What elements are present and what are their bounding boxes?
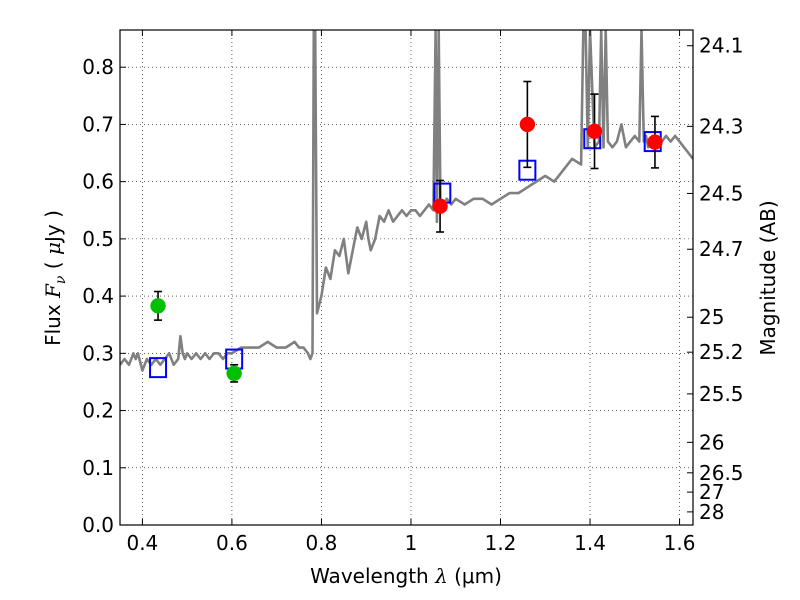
y-tick-label: 0.6 [82, 170, 114, 194]
y-tick-label: 0.7 [82, 112, 114, 136]
y2-axis-label: Magnitude (AB) [756, 200, 780, 355]
y-tick-label: 0.1 [82, 456, 114, 480]
y-tick-label: 0.5 [82, 227, 114, 251]
magnitude-tick-label: 26 [699, 430, 724, 454]
x-tick-label: 0.8 [306, 531, 338, 555]
x-tick-label: 1.2 [485, 531, 517, 555]
y-axis-label: Flux Fν ( μJy ) [41, 210, 69, 346]
magnitude-tick-label: 26.5 [699, 461, 744, 485]
observed-flux-point [586, 123, 603, 140]
plot-area [120, 30, 693, 383]
x-tick-label: 0.6 [216, 531, 248, 555]
magnitude-tick-label: 27 [699, 480, 724, 504]
x-tick-label: 1 [405, 531, 418, 555]
magnitude-tick-label: 25.5 [699, 382, 744, 406]
model-spectrum-line [120, 30, 693, 372]
model-photometry-square [149, 357, 168, 379]
y-tick-label: 0.0 [82, 513, 114, 537]
magnitude-tick-label: 24.3 [699, 114, 744, 138]
observed-flux-point [150, 298, 166, 314]
x-tick-label: 1.4 [574, 531, 606, 555]
observed-flux-point [432, 198, 448, 215]
y-tick-label: 0.8 [82, 55, 114, 79]
magnitude-tick-label: 24.1 [699, 34, 744, 58]
axis-ticks: 0.4 0.6 0.8 1 1.2 1.4 1.6 0.0 0.1 0.2 0.3 0.4 0.5 0.6… [82, 30, 744, 555]
magnitude-tick-label: 28 [699, 500, 724, 524]
observed-flux-point [226, 365, 242, 382]
x-tick-label: 0.4 [126, 531, 158, 555]
x-tick-label: 1.6 [664, 531, 696, 555]
magnitude-tick-label: 25 [699, 305, 724, 329]
magnitude-tick-label: 24.5 [699, 181, 744, 205]
plot-frame [119, 29, 694, 526]
gridlines [120, 30, 693, 526]
x-axis-label: Wavelength λ (μm) [310, 564, 502, 588]
magnitude-tick-label: 24.7 [699, 237, 744, 261]
magnitude-tick-label: 25.2 [699, 340, 744, 364]
observed-flux-point [519, 116, 536, 133]
y-tick-label: 0.4 [82, 284, 114, 308]
y-tick-label: 0.3 [82, 341, 114, 365]
observed-flux-point [647, 134, 663, 150]
y-tick-label: 0.2 [82, 399, 114, 423]
